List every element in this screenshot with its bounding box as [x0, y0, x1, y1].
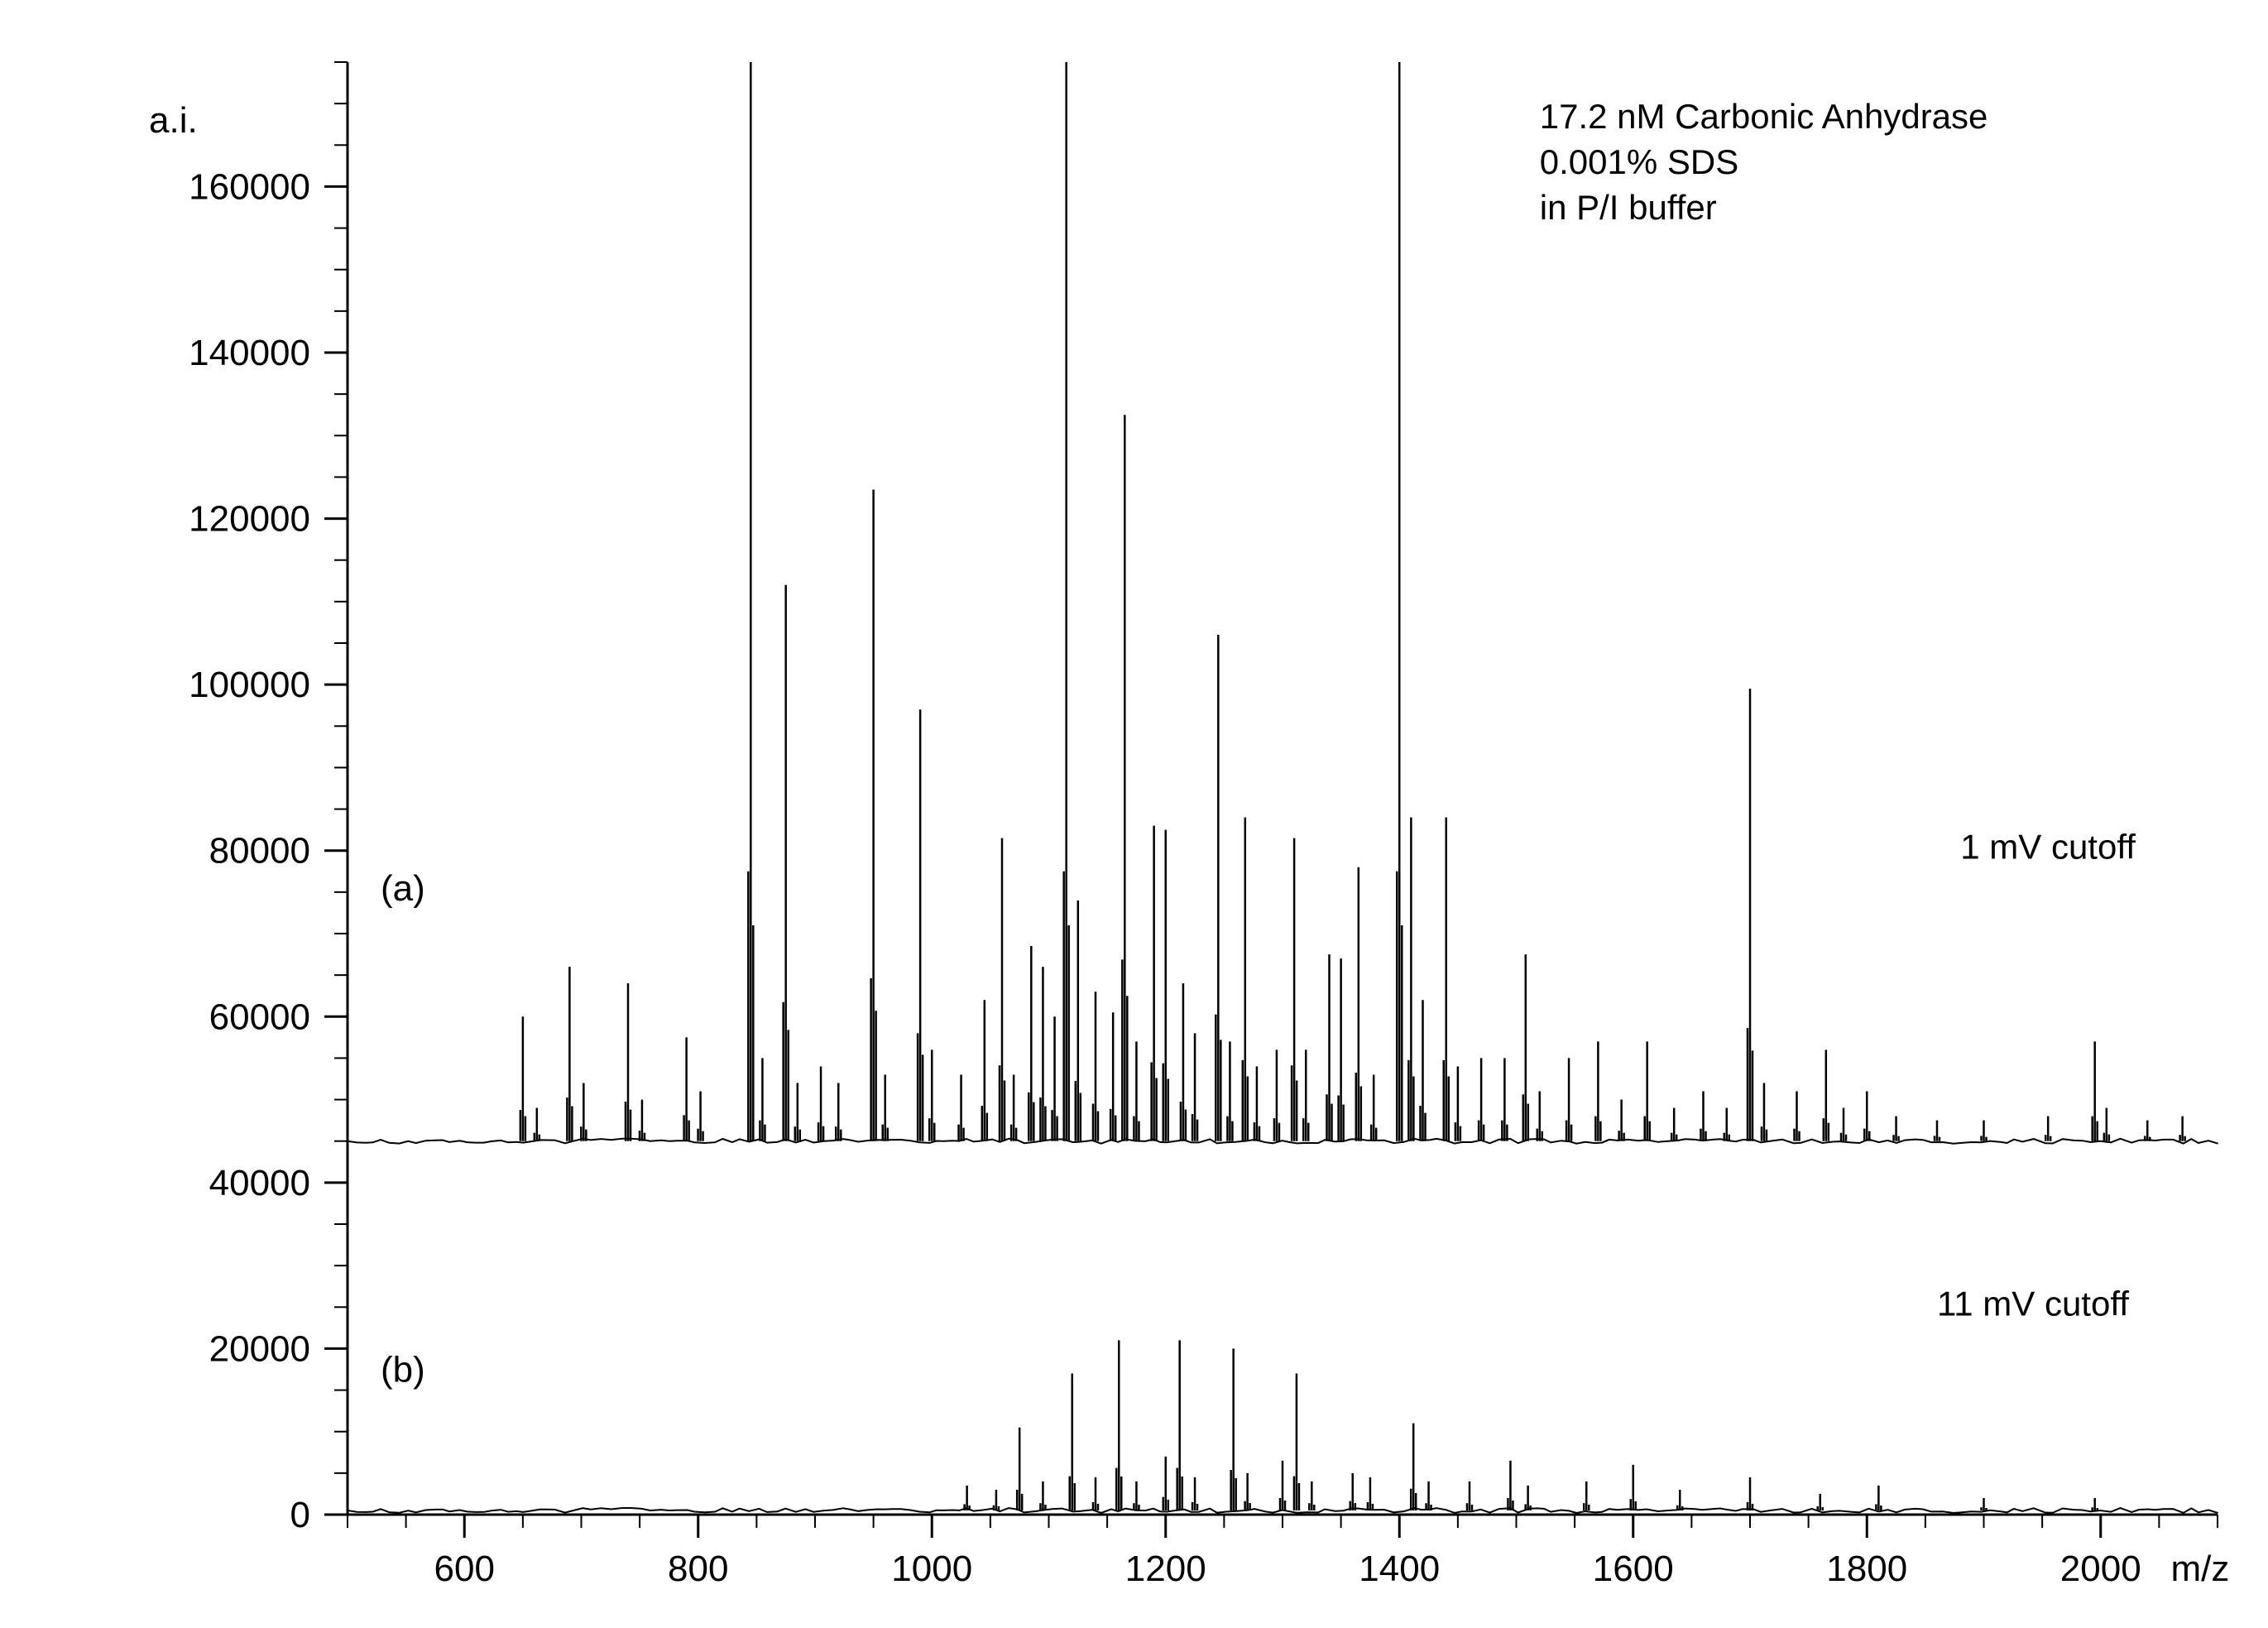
x-axis-label: m/z	[2171, 1549, 2230, 1589]
title-line: 17.2 nM Carbonic Anhydrase	[1540, 97, 1988, 136]
x-tick-label: 1800	[1826, 1549, 1907, 1589]
y-tick-label: 40000	[209, 1163, 310, 1203]
y-axis-label: a.i.	[149, 100, 198, 141]
title-line: 0.001% SDS	[1540, 142, 1738, 181]
y-tick-label: 60000	[209, 996, 310, 1037]
x-tick-label: 1000	[891, 1549, 972, 1589]
y-tick-label: 160000	[189, 166, 310, 207]
title-line: in P/I buffer	[1540, 188, 1717, 227]
panel-a-label: (a)	[381, 868, 425, 909]
chart-svg: 0 20000 40000 60000 80000 100000 120000 140000 1…	[0, 0, 2268, 1628]
y-tick-label: 120000	[189, 499, 310, 540]
x-tick-label: 800	[668, 1549, 728, 1589]
x-tick-label: 1600	[1593, 1549, 1674, 1589]
panel-a-annotation: 1 mV cutoff	[1960, 828, 2136, 867]
y-tick-label: 140000	[189, 333, 310, 373]
x-tick-label: 1200	[1125, 1549, 1206, 1589]
panel-b-annotation: 11 mV cutoff	[1937, 1284, 2129, 1323]
panel-b-label: (b)	[381, 1350, 425, 1390]
y-tick-label: 0	[290, 1495, 310, 1535]
y-tick-label: 80000	[209, 831, 310, 872]
x-tick-label: 1400	[1359, 1549, 1440, 1589]
mass-spectrum-chart: 0 20000 40000 60000 80000 100000 120000 140000 1…	[0, 0, 2268, 1628]
x-tick-label: 600	[434, 1549, 495, 1589]
x-tick-label: 2000	[2060, 1549, 2141, 1589]
y-tick-label: 20000	[209, 1328, 310, 1369]
y-tick-label: 100000	[189, 665, 310, 705]
